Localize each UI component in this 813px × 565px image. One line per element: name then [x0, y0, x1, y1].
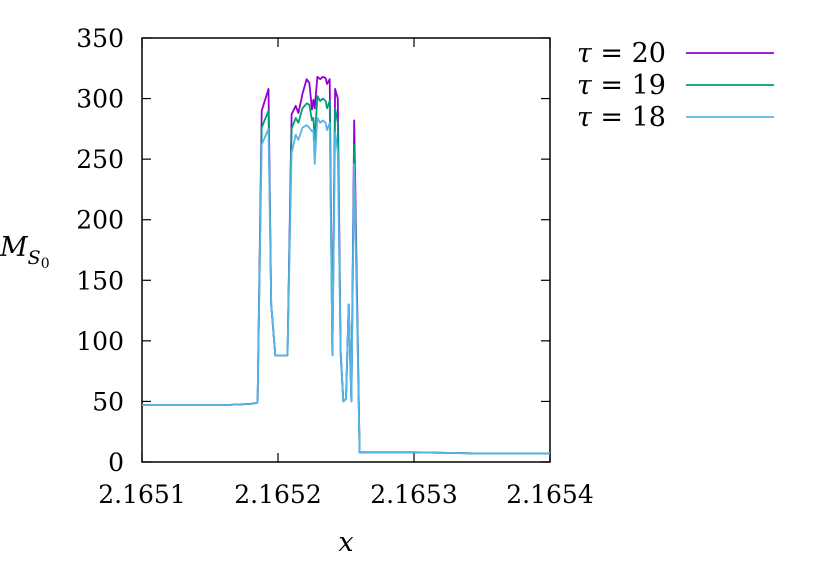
x-axis-label: x [338, 527, 353, 558]
x-tick-label: 2.1654 [506, 480, 593, 509]
y-tick-label: 200 [76, 206, 124, 235]
axis-labels: x MS0 [0, 232, 354, 558]
x-tick-label: 2.1652 [234, 480, 321, 509]
legend-symbol: τ [577, 38, 593, 69]
x-tick-label: 2.1651 [98, 480, 185, 509]
plot-border [141, 37, 551, 463]
legend-symbol: τ [577, 102, 593, 133]
y-axis-label: MS0 [0, 232, 50, 272]
series-line-3 [142, 117, 550, 455]
y-tick-label: 350 [76, 24, 124, 53]
y-tick-label: 150 [76, 266, 124, 295]
series-lines [142, 75, 550, 455]
y-tick-label: 300 [76, 85, 124, 114]
y-axis-label-subsubscript: 0 [41, 256, 50, 272]
legend-value: = 19 [592, 70, 666, 101]
axis-ticks: 0 50 100 150 200 250 300 350 2.1651 2.1652 2.1653 2… [76, 24, 593, 509]
y-tick-label: 250 [76, 145, 124, 174]
legend-label-1: τ = 20 [577, 38, 666, 69]
y-axis-label-main: M [0, 232, 29, 263]
legend-label-2: τ = 19 [577, 70, 666, 101]
plot-frame [141, 37, 551, 463]
legend-value: = 18 [592, 102, 666, 133]
y-axis-label-subscript: S [28, 247, 41, 269]
legend-label-3: τ = 18 [577, 102, 666, 133]
y-tick-label: 0 [108, 448, 124, 477]
legend-value: = 20 [592, 38, 666, 69]
legend-symbol: τ [577, 70, 593, 101]
x-tick-label: 2.1653 [370, 480, 457, 509]
y-tick-label: 100 [76, 327, 124, 356]
legend: τ = 20τ = 19τ = 18 [577, 38, 774, 133]
y-tick-label: 50 [92, 387, 124, 416]
